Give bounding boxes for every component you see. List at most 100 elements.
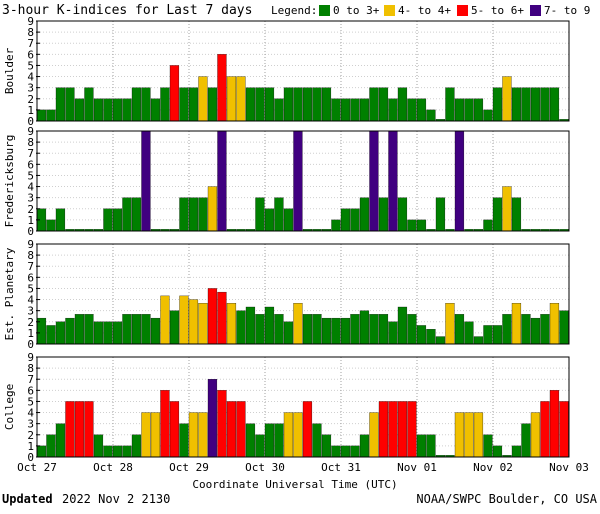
k-index-bar <box>160 87 170 122</box>
k-index-bar <box>122 197 132 232</box>
k-index-bar <box>141 87 151 122</box>
y-tick-label: 8 <box>27 362 34 375</box>
x-tick-label: Oct 27 <box>17 461 57 474</box>
k-index-bar <box>359 98 370 122</box>
k-index-bar <box>369 130 379 232</box>
k-index-bar <box>226 76 237 122</box>
y-tick-label: 8 <box>27 26 34 39</box>
k-index-bar <box>483 219 493 232</box>
x-axis-label: Coordinate Universal Time (UTC) <box>192 478 397 491</box>
k-index-bar <box>359 197 370 232</box>
y-tick-label: 0 <box>27 451 34 464</box>
k-index-bar <box>321 317 332 345</box>
k-index-bar <box>302 87 313 122</box>
panel-frame <box>36 130 570 232</box>
k-index-bar <box>236 401 246 458</box>
y-tick-label: 4 <box>27 294 34 307</box>
k-index-bar <box>397 306 408 345</box>
k-index-bar <box>397 87 408 122</box>
k-index-bar <box>483 434 493 458</box>
k-index-bar <box>445 303 455 345</box>
k-index-bar <box>492 325 503 345</box>
k-index-bar <box>207 186 218 232</box>
k-index-bar <box>131 197 142 232</box>
k-index-bar <box>55 423 66 458</box>
y-tick-label: 5 <box>27 59 34 72</box>
y-tick-label: 0 <box>27 338 34 351</box>
k-index-bar <box>36 445 47 458</box>
k-index-bar <box>388 130 398 232</box>
k-index-bar <box>454 412 465 458</box>
y-tick-label: 1 <box>27 440 34 453</box>
k-index-bar <box>321 87 332 122</box>
y-tick-label: 6 <box>27 48 34 61</box>
y-tick-label: 9 <box>27 15 34 28</box>
k-index-bar <box>492 445 503 458</box>
y-tick-label: 6 <box>27 158 34 171</box>
k-index-bar <box>46 109 56 122</box>
series-name: College <box>3 384 16 430</box>
x-tick-label: Oct 31 <box>321 461 361 474</box>
k-index-bar <box>217 291 227 345</box>
k-index-bar <box>245 306 256 345</box>
k-index-bar <box>84 401 94 458</box>
panel-frame <box>36 20 570 122</box>
k-index-bar <box>340 98 351 122</box>
k-index-bar <box>274 197 284 232</box>
k-index-bar <box>198 303 208 345</box>
k-index-bar <box>454 98 465 122</box>
k-index-bar <box>312 87 322 122</box>
k-index-bar <box>397 197 408 232</box>
x-tick-label: Nov 03 <box>549 461 589 474</box>
k-index-bar <box>131 314 142 345</box>
updated-label: Updated <box>2 492 53 506</box>
k-index-bar <box>74 401 85 458</box>
k-index-bar <box>416 434 427 458</box>
y-tick-label: 7 <box>27 147 34 160</box>
k-index-bar <box>312 314 322 345</box>
y-tick-label: 9 <box>27 351 34 364</box>
y-tick-label: 7 <box>27 260 34 273</box>
k-index-bar <box>331 317 341 345</box>
k-index-bar <box>321 434 332 458</box>
k-index-bar <box>521 87 531 122</box>
k-index-bar <box>264 306 275 345</box>
k-index-bar <box>340 208 351 232</box>
k-index-bar <box>122 445 132 458</box>
panel-frame <box>36 356 570 458</box>
k-index-bar <box>331 219 341 232</box>
k-index-bar <box>207 288 218 345</box>
k-index-bar <box>378 87 389 122</box>
k-index-bar <box>331 98 341 122</box>
k-index-bar <box>511 303 522 345</box>
legend-swatch <box>319 5 330 16</box>
chart-panels: 0123456789Boulder0123456789Fredericksbur… <box>3 15 570 464</box>
y-tick-label: 1 <box>27 214 34 227</box>
y-tick-label: 6 <box>27 271 34 284</box>
y-tick-label: 9 <box>27 238 34 251</box>
k-index-bar <box>93 434 104 458</box>
k-index-bar <box>521 423 531 458</box>
k-index-bar <box>502 186 512 232</box>
k-index-bar <box>131 434 142 458</box>
k-index-bar <box>416 98 427 122</box>
k-index-bar <box>464 321 474 345</box>
k-index-bar <box>340 317 351 345</box>
k-index-bar <box>502 76 512 122</box>
k-index-bar <box>293 412 303 458</box>
k-index-bar <box>540 87 550 122</box>
y-tick-label: 4 <box>27 71 34 84</box>
k-index-bar <box>65 317 75 345</box>
k-index-bar <box>549 390 560 458</box>
k-index-bar <box>55 87 66 122</box>
k-index-bar <box>473 98 484 122</box>
k-index-bar <box>93 98 104 122</box>
y-tick-label: 2 <box>27 93 34 106</box>
k-index-bar <box>473 336 484 345</box>
y-tick-label: 4 <box>27 181 34 194</box>
k-index-bar <box>198 76 208 122</box>
legend-label: 4- to 4+ <box>398 4 451 17</box>
y-tick-label: 5 <box>27 282 34 295</box>
